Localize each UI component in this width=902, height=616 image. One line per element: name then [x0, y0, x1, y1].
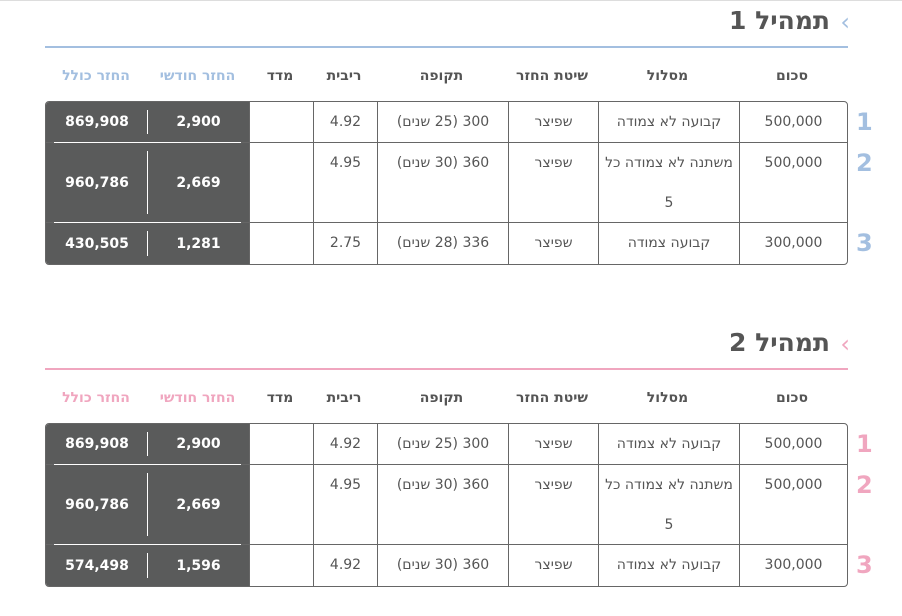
row-number: 3	[856, 551, 873, 579]
header-tkufa: תקופה	[419, 68, 464, 84]
row-number: 1	[856, 430, 873, 458]
cell-tkufa: 336 (28 שנים)	[377, 223, 508, 264]
header-monthly: החזר חודשי	[159, 390, 236, 406]
chevron-left-icon[interactable]: ‹	[840, 330, 850, 358]
table-row: 869,908 2,900 4.92 300 (25 שנים) שפיצר קבועה …	[46, 424, 847, 464]
cell-sum: 500,000	[739, 424, 847, 464]
cell-monthly: 1,281	[148, 222, 249, 264]
table-header: החזר כולל החזר חודשי מדד ריבית תקופה שיטת החז…	[45, 68, 846, 84]
mix-table: 869,908 2,900 4.92 300 (25 שנים) שפיצר קבועה …	[45, 423, 848, 587]
top-divider	[0, 0, 902, 1]
cell-maslul: קבועה צמודה	[598, 223, 739, 264]
cell-tkufa: 300 (25 שנים)	[377, 102, 508, 142]
cell-tkufa: 360 (30 שנים)	[377, 465, 508, 544]
cell-monthly: 2,900	[148, 102, 249, 142]
cell-maslul: משתנה לא צמודה כל 5	[598, 143, 739, 222]
cell-shita: שפיצר	[508, 102, 598, 142]
cell-maslul: קבועה לא צמודה	[598, 424, 739, 464]
section-title: תמהיל 2	[729, 328, 830, 357]
cell-total: 869,908	[46, 424, 148, 464]
cell-shita: שפיצר	[508, 465, 598, 544]
cell-maslul: קבועה לא צמודה	[598, 545, 739, 586]
row-number: 1	[856, 108, 873, 136]
cell-sum: 300,000	[739, 223, 847, 264]
cell-maslul: משתנה לא צמודה כל 5	[598, 465, 739, 544]
cell-madad	[249, 424, 313, 464]
cell-sum: 300,000	[739, 545, 847, 586]
header-total: החזר כולל	[62, 390, 130, 406]
cell-sum: 500,000	[739, 102, 847, 142]
header-ribit: ריבית	[326, 68, 362, 84]
chevron-left-icon[interactable]: ‹	[840, 8, 850, 36]
cell-ribit: 4.92	[313, 545, 377, 586]
cell-monthly: 2,669	[148, 142, 249, 222]
cell-shita: שפיצר	[508, 424, 598, 464]
cell-ribit: 2.75	[313, 223, 377, 264]
cell-ribit: 4.92	[313, 102, 377, 142]
header-total: החזר כולל	[62, 68, 130, 84]
cell-sum: 500,000	[739, 465, 847, 544]
cell-monthly: 2,900	[148, 424, 249, 464]
table-header: החזר כולל החזר חודשי מדד ריבית תקופה שיטת החז…	[45, 390, 846, 406]
cell-shita: שפיצר	[508, 223, 598, 264]
section-title: תמהיל 1	[729, 6, 830, 35]
cell-tkufa: 300 (25 שנים)	[377, 424, 508, 464]
cell-shita: שפיצר	[508, 545, 598, 586]
table-row: 869,908 2,900 4.92 300 (25 שנים) שפיצר קבועה …	[46, 102, 847, 142]
header-madad: מדד	[266, 390, 294, 406]
table-row: 574,498 1,596 4.92 360 (30 שנים) שפיצר קבועה …	[46, 544, 847, 586]
cell-madad	[249, 223, 313, 264]
cell-total: 960,786	[46, 464, 148, 544]
table-row: 430,505 1,281 2.75 336 (28 שנים) שפיצר קבועה …	[46, 222, 847, 264]
cell-tkufa: 360 (30 שנים)	[377, 143, 508, 222]
header-shita: שיטת החזר	[516, 68, 588, 84]
header-madad: מדד	[266, 68, 294, 84]
cell-tkufa: 360 (30 שנים)	[377, 545, 508, 586]
header-ribit: ריבית	[326, 390, 362, 406]
cell-total: 960,786	[46, 142, 148, 222]
table-row: 960,786 2,669 4.95 360 (30 שנים) שפיצר משתנה …	[46, 142, 847, 222]
mix-table: 869,908 2,900 4.92 300 (25 שנים) שפיצר קבועה …	[45, 101, 848, 265]
cell-ribit: 4.92	[313, 424, 377, 464]
header-sum: סכום	[776, 390, 808, 406]
header-monthly: החזר חודשי	[159, 68, 236, 84]
cell-total: 430,505	[46, 222, 148, 264]
header-maslul: מסלול	[646, 68, 689, 84]
cell-monthly: 2,669	[148, 464, 249, 544]
row-number: 2	[856, 149, 873, 177]
cell-sum: 500,000	[739, 143, 847, 222]
cell-total: 574,498	[46, 544, 148, 586]
header-shita: שיטת החזר	[516, 390, 588, 406]
cell-maslul: קבועה לא צמודה	[598, 102, 739, 142]
cell-total: 869,908	[46, 102, 148, 142]
row-number: 2	[856, 471, 873, 499]
cell-shita: שפיצר	[508, 143, 598, 222]
cell-madad	[249, 143, 313, 222]
section-divider	[45, 46, 848, 48]
cell-madad	[249, 545, 313, 586]
cell-monthly: 1,596	[148, 544, 249, 586]
section-divider	[45, 368, 848, 370]
table-row: 960,786 2,669 4.95 360 (30 שנים) שפיצר משתנה …	[46, 464, 847, 544]
cell-madad	[249, 465, 313, 544]
cell-madad	[249, 102, 313, 142]
row-number: 3	[856, 229, 873, 257]
cell-ribit: 4.95	[313, 465, 377, 544]
header-maslul: מסלול	[646, 390, 689, 406]
cell-ribit: 4.95	[313, 143, 377, 222]
header-sum: סכום	[776, 68, 808, 84]
header-tkufa: תקופה	[419, 390, 464, 406]
